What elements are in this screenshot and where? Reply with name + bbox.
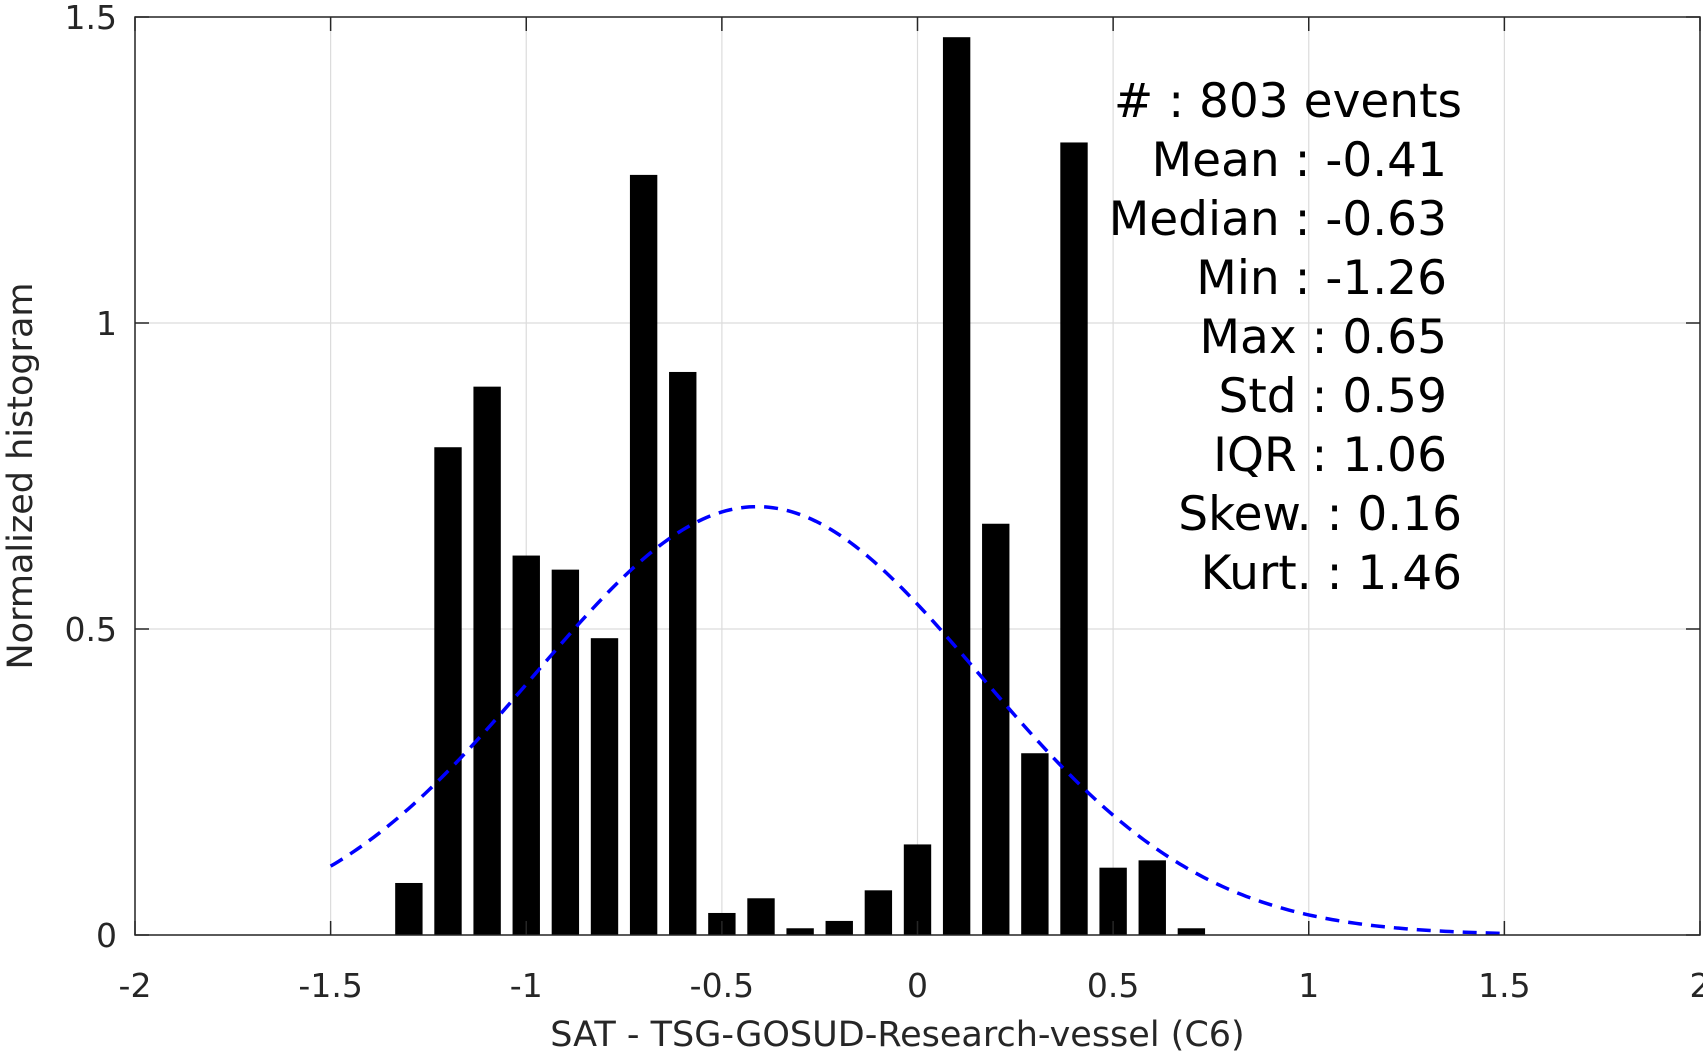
stat-line: Mean : -0.41 xyxy=(1152,133,1447,188)
histogram-bar xyxy=(1177,928,1206,935)
histogram-bar xyxy=(982,523,1010,935)
x-tick-label: 1 xyxy=(1298,966,1319,1005)
y-axis-label: Normalized histogram xyxy=(1,282,41,669)
y-tick-label: 0 xyxy=(96,916,117,955)
histogram-bar xyxy=(864,890,893,935)
histogram-bar xyxy=(512,555,540,935)
x-tick-label: -2 xyxy=(119,966,152,1005)
y-tick-labels: 0 0.5 1 1.5 xyxy=(65,0,117,955)
stat-line: Max : 0.65 xyxy=(1199,310,1447,365)
histogram-bar xyxy=(942,37,971,936)
stat-line: Std : 0.59 xyxy=(1219,369,1447,424)
x-tick-labels: -2 -1.5 -1 -0.5 0 0.5 1 1.5 2 xyxy=(119,966,1703,1005)
histogram-bar xyxy=(395,882,423,935)
x-tick-label: 0.5 xyxy=(1087,966,1139,1005)
histogram-bars xyxy=(395,37,1206,936)
x-tick-label: 0 xyxy=(907,966,928,1005)
x-tick-label: -1.5 xyxy=(298,966,362,1005)
y-tick-label: 1 xyxy=(96,304,117,343)
histogram-bar xyxy=(1021,753,1049,935)
x-tick-label: 1.5 xyxy=(1478,966,1530,1005)
y-tick-label: 0.5 xyxy=(65,610,117,649)
stat-line: # : 803 events xyxy=(1114,74,1462,129)
histogram-bar xyxy=(669,371,697,936)
histogram-bar xyxy=(629,174,658,935)
x-axis-label: SAT - TSG-GOSUD-Research-vessel (C6) xyxy=(550,1015,1244,1053)
histogram-bar xyxy=(825,920,853,935)
histogram-bar xyxy=(551,569,580,935)
x-tick-label: -0.5 xyxy=(690,966,754,1005)
histogram-bar xyxy=(1138,860,1166,935)
histogram-bar xyxy=(903,844,932,935)
stat-line: Kurt. : 1.46 xyxy=(1201,546,1462,601)
x-tick-label: -1 xyxy=(510,966,543,1005)
histogram-bar xyxy=(434,447,462,935)
stat-line: Skew. : 0.16 xyxy=(1178,487,1462,542)
axis-ticks xyxy=(134,16,1701,936)
histogram-bar xyxy=(590,638,619,935)
normal-fit-curve xyxy=(329,504,1505,936)
histogram-bar xyxy=(1060,142,1088,935)
histogram-bar xyxy=(747,898,775,935)
histogram-bar xyxy=(473,386,501,935)
y-tick-label: 1.5 xyxy=(65,0,117,37)
grid-lines xyxy=(134,16,1701,936)
stat-line: IQR : 1.06 xyxy=(1213,428,1447,483)
stat-line: Min : -1.26 xyxy=(1196,251,1447,306)
stat-line: Median : -0.63 xyxy=(1109,192,1447,247)
histogram-bar xyxy=(786,928,814,935)
x-tick-label: 2 xyxy=(1690,966,1703,1005)
